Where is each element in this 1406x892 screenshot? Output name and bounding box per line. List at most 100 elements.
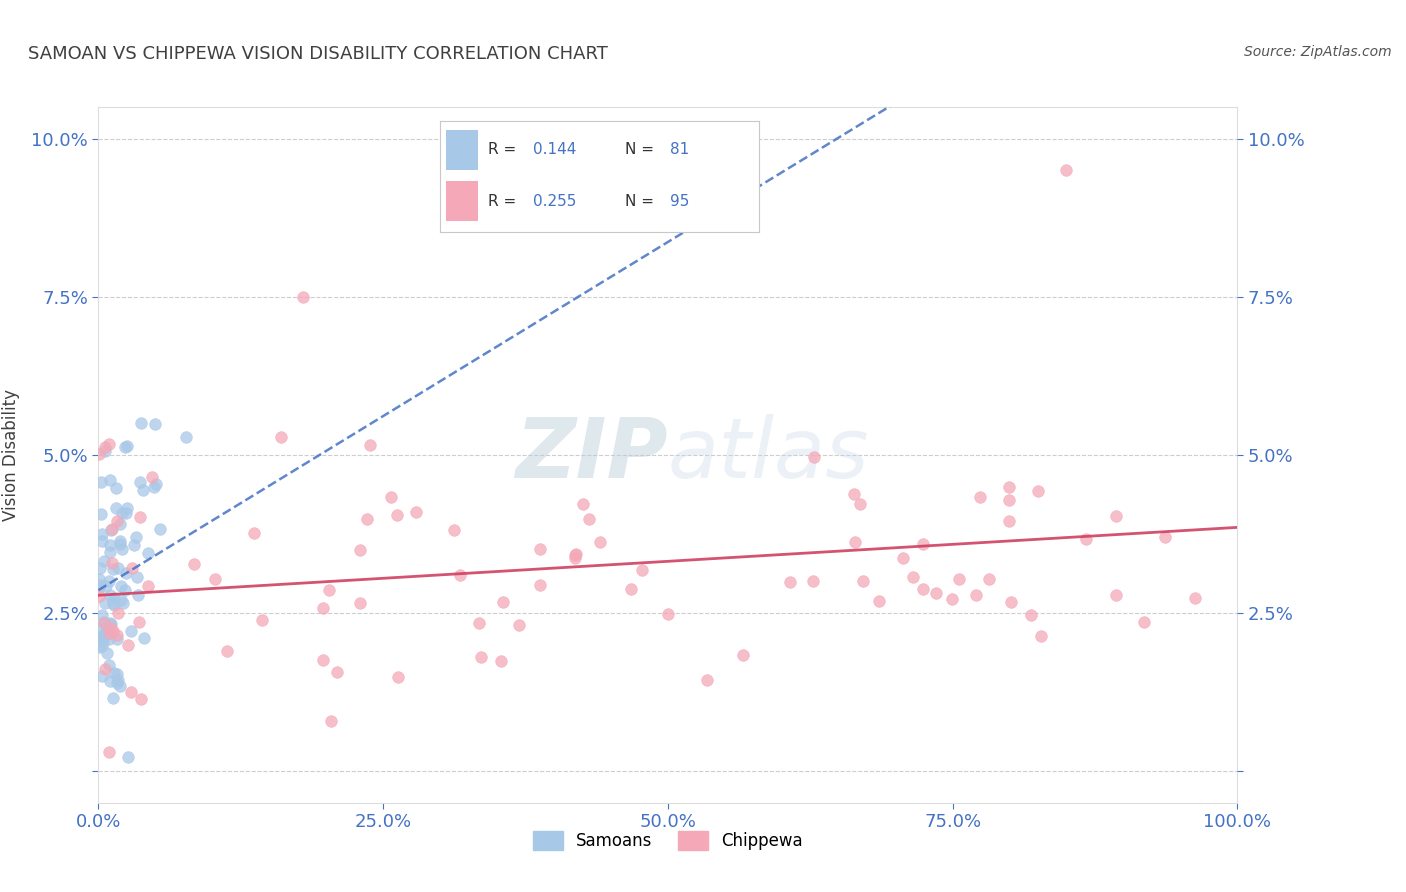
Point <box>852 574 875 588</box>
Point <box>128 615 150 629</box>
Point <box>443 523 465 537</box>
Point <box>115 439 138 453</box>
Point <box>93 615 115 630</box>
Point <box>87 621 110 635</box>
Point <box>105 676 128 690</box>
Point <box>977 572 1000 586</box>
Point <box>120 624 142 639</box>
Point <box>97 625 120 640</box>
Point <box>1026 483 1049 498</box>
Point <box>312 653 335 667</box>
Point <box>120 685 142 699</box>
Point <box>89 578 111 592</box>
Point <box>630 563 652 577</box>
Point <box>98 625 121 640</box>
Point <box>143 480 166 494</box>
Point <box>912 582 935 596</box>
Point <box>564 548 586 562</box>
Point <box>91 630 114 644</box>
Text: SAMOAN VS CHIPPEWA VISION DISABILITY CORRELATION CHART: SAMOAN VS CHIPPEWA VISION DISABILITY COR… <box>28 45 607 62</box>
Point <box>91 629 114 643</box>
Point <box>94 596 117 610</box>
Point <box>356 512 378 526</box>
Point <box>325 665 347 679</box>
Point <box>93 554 115 568</box>
Point <box>94 440 117 454</box>
Point <box>891 550 914 565</box>
Point <box>127 588 149 602</box>
Point <box>1133 615 1156 630</box>
Point <box>183 557 205 571</box>
Point <box>98 632 121 647</box>
Point <box>117 638 139 652</box>
Point <box>657 607 679 621</box>
Point <box>129 509 152 524</box>
Point <box>98 539 121 553</box>
Point <box>387 508 409 522</box>
Point <box>89 561 111 575</box>
Point <box>129 691 152 706</box>
Point <box>1105 588 1128 602</box>
Point <box>107 673 129 688</box>
Point <box>174 430 197 444</box>
Point <box>105 632 128 646</box>
Point <box>105 667 128 681</box>
Point <box>492 594 515 608</box>
Point <box>101 557 124 571</box>
Point <box>733 648 755 662</box>
Text: ZIP: ZIP <box>515 415 668 495</box>
Point <box>1105 509 1128 524</box>
Point <box>1019 608 1042 623</box>
Point <box>108 534 131 549</box>
Point <box>941 592 963 607</box>
Point <box>90 607 112 622</box>
Point <box>93 615 115 630</box>
Point <box>90 534 112 549</box>
Point <box>103 591 125 605</box>
Point <box>114 440 136 454</box>
Point <box>121 560 143 574</box>
Point <box>380 490 402 504</box>
Point <box>467 616 489 631</box>
Point <box>1153 530 1175 544</box>
Point <box>803 450 825 464</box>
Point <box>98 616 121 631</box>
Point <box>318 582 340 597</box>
Point <box>128 475 150 489</box>
Point <box>103 598 125 612</box>
Point <box>98 474 121 488</box>
Point <box>101 562 124 576</box>
Point <box>101 691 124 706</box>
Point <box>136 579 159 593</box>
Point <box>110 517 132 532</box>
Point <box>912 537 935 551</box>
Point <box>136 546 159 560</box>
Point <box>696 673 718 688</box>
Point <box>87 447 110 461</box>
Point <box>965 588 987 602</box>
Point <box>1000 595 1022 609</box>
Point <box>125 570 148 584</box>
Point <box>1054 163 1078 178</box>
Point <box>969 490 991 504</box>
Point <box>578 512 600 526</box>
Point <box>145 417 167 432</box>
Point <box>108 679 131 693</box>
Point <box>405 505 427 519</box>
Point <box>98 745 121 759</box>
Point <box>101 596 124 610</box>
Point <box>998 480 1021 494</box>
Point <box>387 670 409 684</box>
Point <box>132 632 155 646</box>
Point <box>319 714 342 728</box>
Point <box>98 437 121 451</box>
Point <box>242 525 264 540</box>
Point <box>98 589 121 603</box>
Point <box>565 548 588 562</box>
Point <box>90 669 112 683</box>
Point <box>529 541 551 556</box>
Point <box>91 634 114 648</box>
Point <box>94 579 117 593</box>
Point <box>94 444 117 458</box>
Point <box>115 500 138 515</box>
